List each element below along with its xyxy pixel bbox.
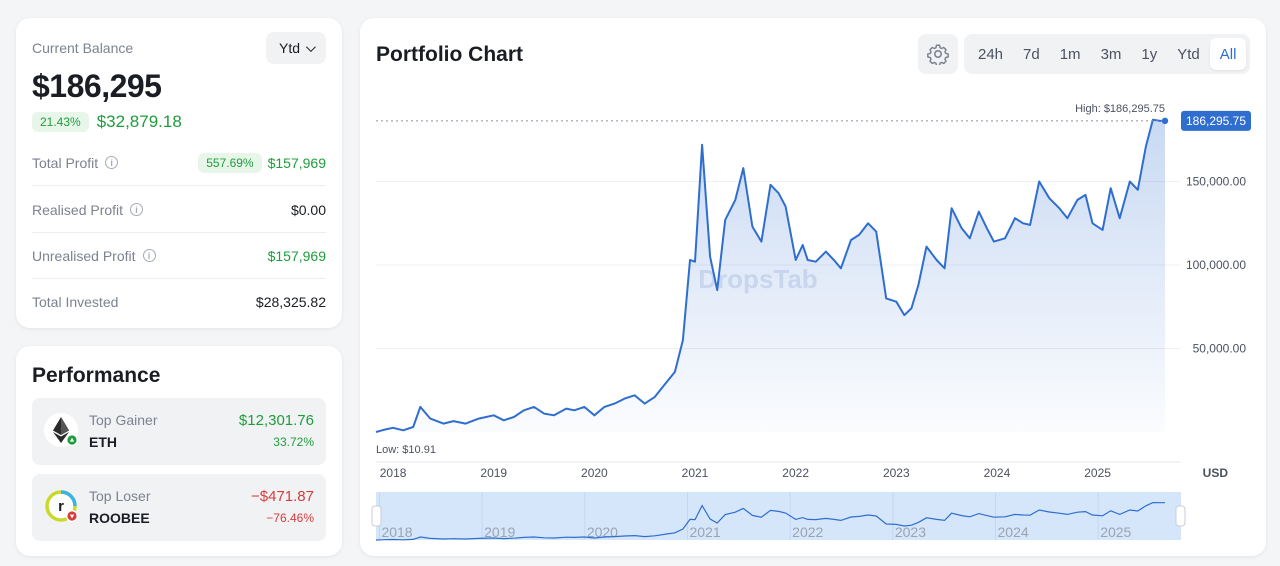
top-loser-symbol: ROOBEE	[89, 510, 150, 526]
navigator-right-handle[interactable]	[1175, 505, 1186, 527]
portfolio-area	[376, 119, 1165, 432]
chevron-down-icon	[305, 41, 316, 52]
unrealised-profit-label: Unrealised Profit	[32, 247, 136, 264]
navigator-tick-label: 2024	[998, 524, 1029, 540]
ethereum-icon	[44, 413, 78, 447]
balance-change: 21.43% $32,879.18	[32, 112, 182, 132]
balance-card: Current Balance Ytd $186,295 21.43% $32,…	[16, 18, 342, 328]
current-value-point	[1161, 117, 1169, 125]
range-tab-24h[interactable]: 24h	[978, 45, 1004, 63]
y-tick-label: 150,000.00	[1186, 175, 1246, 189]
navigator-tick-label: 2022	[792, 524, 823, 540]
navigator-tick-label: 2018	[381, 524, 412, 540]
total-profit-pct: 557.69%	[198, 152, 262, 173]
total-invested-label: Total Invested	[32, 294, 119, 310]
navigator-tick-label: 2023	[895, 524, 926, 540]
roobee-icon: r	[45, 490, 78, 522]
top-gainer-amount: $12,301.76	[238, 412, 314, 429]
info-icon[interactable]: i	[105, 156, 119, 169]
info-icon[interactable]: i	[130, 203, 144, 216]
x-tick-label: 2025	[1084, 466, 1111, 480]
total-profit-row: Total Profit i 557.69% $157,969	[32, 140, 326, 186]
range-tab-ytd[interactable]: Ytd	[1177, 45, 1200, 63]
realised-profit-row: Realised Profit i $0.00	[32, 187, 326, 233]
range-tab-3m[interactable]: 3m	[1100, 45, 1122, 63]
performance-title: Performance	[32, 364, 161, 387]
x-tick-label: 2020	[581, 466, 608, 480]
top-gainer-symbol: ETH	[89, 434, 117, 450]
x-tick-label: 2019	[480, 466, 507, 480]
range-navigator[interactable]: 2018 2019 2020 2021 2022 2023 2024 2025	[371, 492, 1186, 541]
total-profit-label: Total Profit	[32, 154, 99, 171]
balance-change-amount: $32,879.18	[96, 112, 182, 131]
navigator-selection[interactable]	[376, 492, 1181, 540]
current-value-tag: 186,295.75	[1181, 110, 1251, 131]
top-gainer-pct: 33.72%	[273, 435, 314, 449]
x-tick-label: 2022	[782, 466, 809, 480]
navigator-line	[375, 501, 1165, 541]
x-tick-label: 2023	[883, 466, 910, 480]
realised-profit-label: Realised Profit	[32, 201, 124, 218]
range-tab-1y[interactable]: 1y	[1141, 45, 1158, 63]
chart-watermark: DropsTab	[698, 264, 817, 294]
balance-change-pct: 21.43%	[32, 112, 89, 132]
top-loser-amount: −$471.87	[251, 488, 314, 505]
chart-settings-button[interactable]	[918, 34, 958, 74]
gear-icon	[927, 44, 949, 65]
total-invested-row: Total Invested $28,325.82	[32, 279, 326, 325]
range-tab-all[interactable]: All	[1209, 38, 1247, 70]
portfolio-line	[375, 118, 1165, 433]
top-gainer-label: Top Gainer	[89, 412, 158, 428]
top-loser-card[interactable]: r Top Loser ROOBEE −$471.87 −76.46%	[32, 474, 326, 541]
navigator-tick-label: 2025	[1100, 524, 1131, 540]
total-invested-value: $28,325.82	[255, 294, 326, 310]
balance-value: $186,295	[32, 68, 162, 104]
info-icon[interactable]: i	[142, 249, 156, 262]
chart-title: Portfolio Chart	[376, 43, 523, 66]
balance-range-dropdown[interactable]: Ytd	[266, 32, 326, 64]
y-tick-label: 50,000.00	[1193, 342, 1247, 356]
y-tick-label: 100,000.00	[1186, 258, 1246, 272]
performance-card: Performance Top Gainer ETH $12,301.76 33…	[16, 346, 342, 556]
current-value-label: 186,295.75	[1186, 114, 1246, 128]
total-profit-value: $157,969	[267, 154, 326, 171]
navigator-tick-label: 2020	[587, 524, 618, 540]
current-balance-label: Current Balance	[32, 40, 134, 56]
balance-range-value: Ytd	[278, 40, 300, 56]
top-gainer-card[interactable]: Top Gainer ETH $12,301.76 33.72%	[32, 398, 326, 465]
portfolio-chart-card: Portfolio Chart 24h 7d 1m 3m 1y Ytd All DropsT…	[360, 18, 1266, 556]
time-range-tabs: 24h 7d 1m 3m 1y Ytd All	[964, 34, 1251, 74]
arrow-up-icon	[69, 437, 75, 442]
top-loser-label: Top Loser	[89, 488, 151, 504]
currency-label: USD	[1203, 466, 1229, 480]
low-label: Low: $10.91	[376, 444, 436, 456]
realised-profit-value: $0.00	[290, 201, 326, 218]
range-tab-7d[interactable]: 7d	[1023, 45, 1040, 63]
x-tick-label: 2018	[380, 466, 407, 480]
x-tick-label: 2021	[682, 466, 709, 480]
navigator-tick-label: 2019	[484, 524, 515, 540]
unrealised-profit-value: $157,969	[267, 247, 326, 264]
x-tick-label: 2024	[984, 466, 1011, 480]
arrow-down-icon	[69, 514, 75, 519]
top-loser-pct: −76.46%	[266, 511, 314, 525]
svg-text:r: r	[58, 498, 64, 515]
range-tab-1m[interactable]: 1m	[1059, 45, 1081, 63]
unrealised-profit-row: Unrealised Profit i $157,969	[32, 233, 326, 279]
portfolio-chart-svg: DropsTab High: $186,295.75 Low: $10.91 1…	[371, 103, 1251, 541]
navigator-left-handle[interactable]	[371, 505, 382, 527]
navigator-tick-label: 2021	[689, 524, 720, 540]
high-label: High: $186,295.75	[1075, 103, 1165, 115]
